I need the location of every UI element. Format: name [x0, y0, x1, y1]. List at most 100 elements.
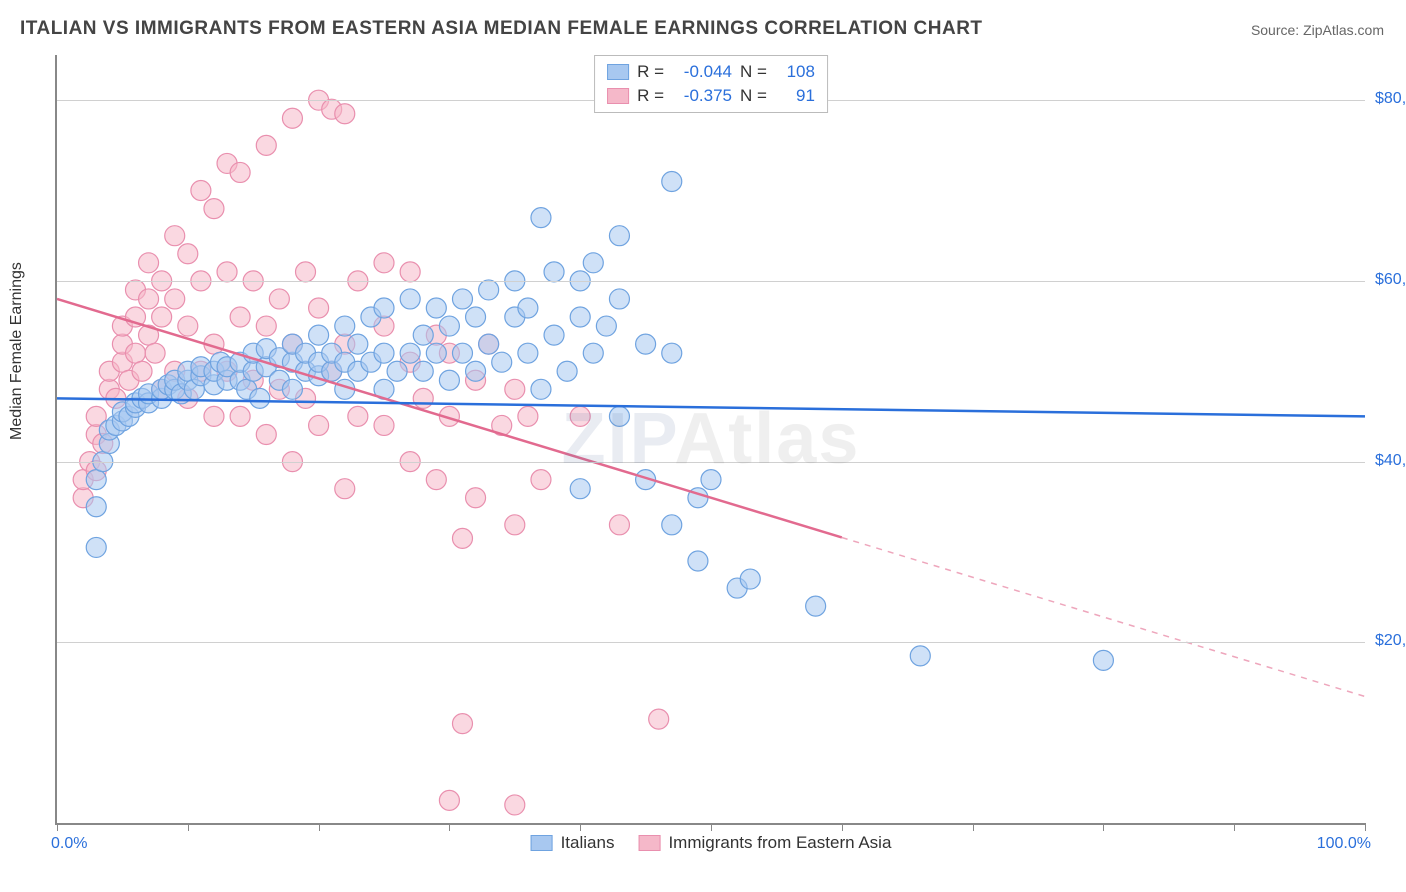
data-point	[740, 569, 760, 589]
gridline	[57, 642, 1365, 643]
data-point	[217, 262, 237, 282]
data-point	[400, 262, 420, 282]
data-point	[910, 646, 930, 666]
data-point	[688, 551, 708, 571]
data-point	[309, 325, 329, 345]
data-point	[583, 253, 603, 273]
data-point	[452, 528, 472, 548]
data-point	[374, 253, 394, 273]
data-point	[452, 714, 472, 734]
x-max-label: 100.0%	[1317, 835, 1371, 853]
x-tick	[57, 823, 58, 831]
legend-r-value-a: -0.044	[672, 60, 732, 84]
data-point	[374, 298, 394, 318]
data-point	[132, 361, 152, 381]
legend-row-b: R = -0.375 N = 91	[607, 84, 815, 108]
data-point	[413, 388, 433, 408]
x-tick	[1234, 823, 1235, 831]
x-min-label: 0.0%	[51, 835, 87, 853]
x-tick	[1103, 823, 1104, 831]
data-point	[230, 162, 250, 182]
data-point	[505, 515, 525, 535]
data-point	[518, 406, 538, 426]
data-point	[466, 307, 486, 327]
y-tick-label: $80,000	[1375, 90, 1406, 108]
data-point	[662, 515, 682, 535]
x-tick	[711, 823, 712, 831]
data-point	[505, 379, 525, 399]
data-point	[309, 415, 329, 435]
data-point	[662, 343, 682, 363]
data-point	[152, 307, 172, 327]
legend-r-label-a: R =	[637, 60, 664, 84]
trend-line-dashed	[842, 537, 1365, 696]
data-point	[400, 343, 420, 363]
data-point	[439, 790, 459, 810]
data-point	[544, 325, 564, 345]
data-point	[191, 181, 211, 201]
data-point	[649, 709, 669, 729]
data-point	[400, 289, 420, 309]
correlation-legend: R = -0.044 N = 108 R = -0.375 N = 91	[594, 55, 828, 113]
legend-swatch-b2	[638, 835, 660, 851]
legend-n-label-b: N =	[740, 84, 767, 108]
x-tick	[1365, 823, 1366, 831]
data-point	[426, 343, 446, 363]
y-tick-label: $20,000	[1375, 632, 1406, 650]
y-tick-label: $40,000	[1375, 452, 1406, 470]
y-tick-label: $60,000	[1375, 271, 1406, 289]
data-point	[374, 415, 394, 435]
data-point	[230, 406, 250, 426]
y-axis-label: Median Female Earnings	[8, 262, 26, 440]
data-point	[439, 316, 459, 336]
data-point	[426, 298, 446, 318]
legend-n-value-b: 91	[775, 84, 815, 108]
data-point	[570, 406, 590, 426]
data-point	[282, 379, 302, 399]
data-point	[806, 596, 826, 616]
data-point	[570, 479, 590, 499]
data-point	[466, 361, 486, 381]
data-point	[636, 334, 656, 354]
data-point	[387, 361, 407, 381]
data-point	[178, 316, 198, 336]
data-point	[296, 262, 316, 282]
data-point	[505, 795, 525, 815]
data-point	[282, 108, 302, 128]
data-point	[413, 325, 433, 345]
data-point	[479, 334, 499, 354]
data-point	[230, 307, 250, 327]
gridline	[57, 281, 1365, 282]
legend-name-a: Italians	[561, 833, 615, 853]
scatter-svg	[57, 55, 1365, 823]
legend-swatch-b	[607, 88, 629, 104]
legend-swatch-a2	[531, 835, 553, 851]
data-point	[250, 388, 270, 408]
data-point	[165, 226, 185, 246]
source-label: Source: ZipAtlas.com	[1251, 22, 1384, 38]
data-point	[531, 208, 551, 228]
data-point	[439, 370, 459, 390]
x-tick	[188, 823, 189, 831]
data-point	[335, 316, 355, 336]
data-point	[413, 361, 433, 381]
gridline	[57, 462, 1365, 463]
data-point	[609, 226, 629, 246]
data-point	[609, 515, 629, 535]
data-point	[256, 135, 276, 155]
data-point	[165, 289, 185, 309]
data-point	[86, 537, 106, 557]
legend-n-value-a: 108	[775, 60, 815, 84]
data-point	[518, 343, 538, 363]
data-point	[335, 104, 355, 124]
data-point	[609, 289, 629, 309]
data-point	[596, 316, 616, 336]
data-point	[479, 280, 499, 300]
data-point	[557, 361, 577, 381]
data-point	[86, 497, 106, 517]
data-point	[256, 316, 276, 336]
legend-entry-b: Immigrants from Eastern Asia	[638, 833, 891, 853]
data-point	[86, 470, 106, 490]
data-point	[466, 488, 486, 508]
data-point	[452, 343, 472, 363]
